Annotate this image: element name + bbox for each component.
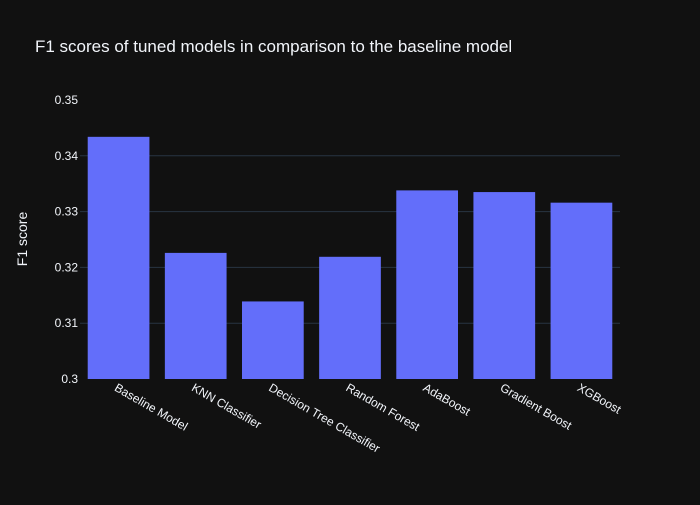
y-tick-label: 0.3 [61, 372, 78, 386]
y-tick-label: 0.31 [55, 316, 79, 330]
x-tick-label: Baseline Model [112, 380, 190, 433]
y-axis-ticks: 0.3 0.31 0.32 0.33 0.34 0.35 [55, 93, 79, 386]
x-tick-label: AdaBoost [421, 380, 474, 418]
x-tick-label: XGBoost [575, 380, 624, 416]
x-axis-ticks: Baseline Model KNN Classifier Decision Tre… [112, 380, 624, 455]
y-tick-label: 0.32 [55, 260, 79, 274]
y-axis-title: F1 score [14, 212, 30, 267]
x-tick-label: KNN Classifier [189, 380, 264, 431]
bar[interactable] [319, 256, 381, 379]
bars [87, 136, 613, 379]
bar[interactable] [164, 252, 227, 379]
y-tick-label: 0.33 [55, 205, 79, 219]
y-tick-label: 0.34 [55, 149, 79, 163]
bar[interactable] [550, 202, 613, 379]
x-tick-label: Gradient Boost [498, 380, 575, 432]
bar[interactable] [396, 190, 458, 379]
chart-title: F1 scores of tuned models in comparison … [35, 37, 512, 56]
y-tick-label: 0.35 [55, 93, 79, 107]
bar[interactable] [242, 301, 304, 379]
bar[interactable] [87, 136, 150, 379]
bar[interactable] [473, 192, 536, 379]
x-tick-label: Random Forest [344, 380, 423, 434]
